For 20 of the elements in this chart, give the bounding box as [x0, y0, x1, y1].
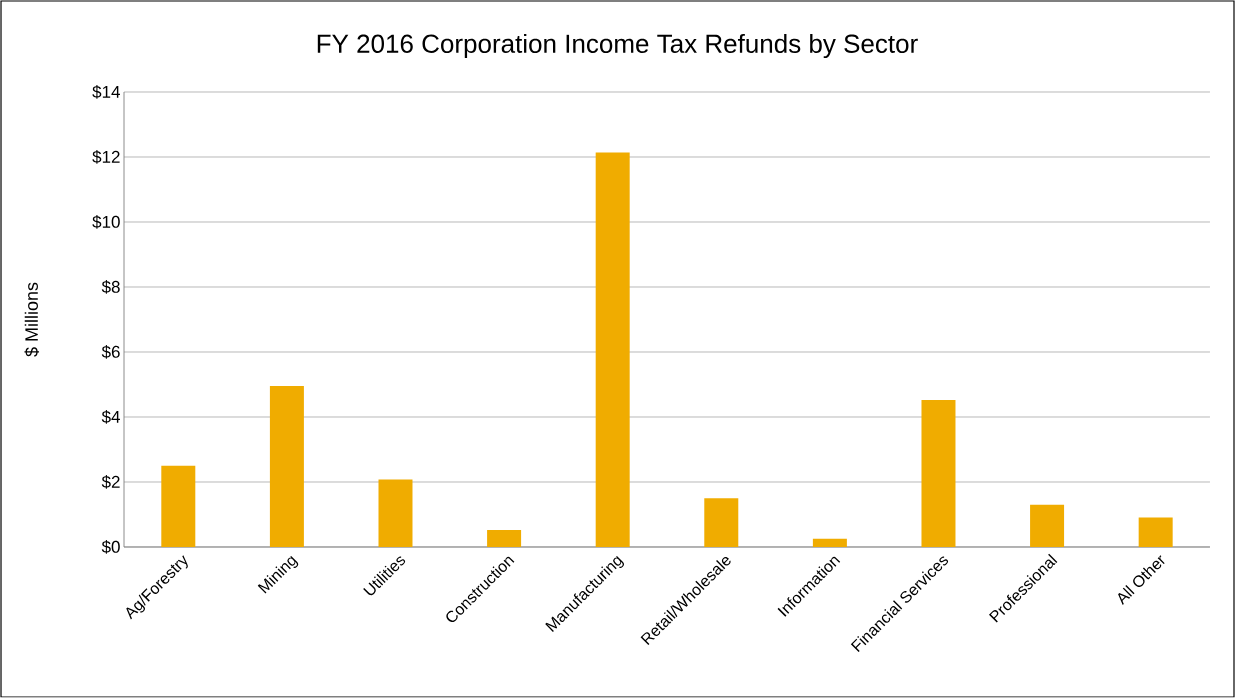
y-tick-label: $2: [101, 475, 120, 489]
y-tick-label: $8: [101, 280, 120, 294]
bar: [269, 386, 304, 547]
chart-title: FY 2016 Corporation Income Tax Refunds by Sector: [317, 33, 918, 59]
y-tick-label: $14: [92, 85, 120, 99]
y-axis-title: $ Millions: [24, 282, 40, 357]
y-tick-label: $0: [101, 540, 120, 554]
y-tick-label: $12: [92, 150, 120, 164]
bar: [161, 465, 196, 547]
bar: [812, 538, 847, 547]
bar: [378, 479, 413, 547]
y-tick-label: $10: [92, 215, 120, 229]
y-tick-label: $4: [101, 410, 120, 424]
bar: [1030, 504, 1065, 547]
bar: [487, 530, 522, 547]
bar: [595, 152, 630, 547]
bar: [921, 400, 956, 547]
bar: [704, 498, 739, 547]
bar: [1138, 517, 1173, 547]
y-tick-label: $6: [101, 345, 120, 359]
